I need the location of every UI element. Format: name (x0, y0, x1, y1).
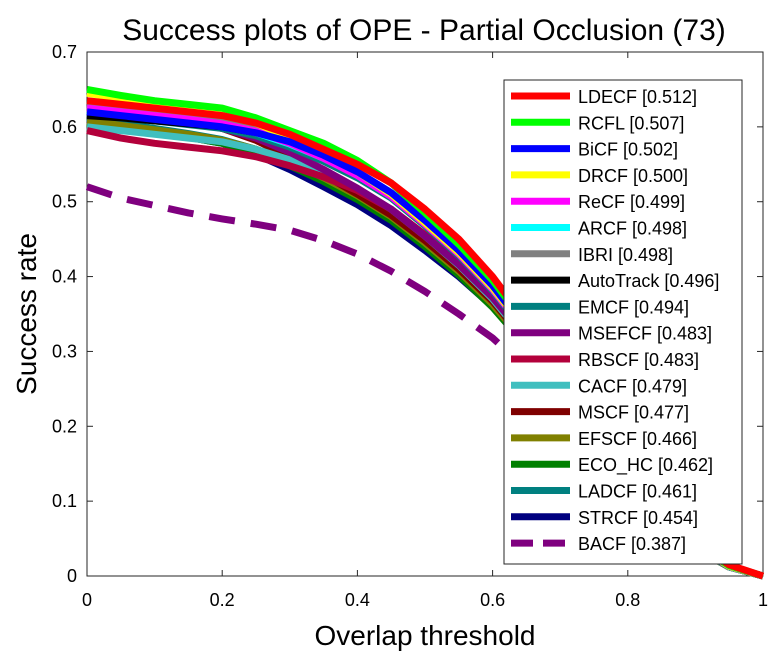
legend-label: IBRI [0.498] (578, 245, 673, 265)
legend-label: STRCF [0.454] (578, 508, 698, 528)
legend-label: DRCF [0.500] (578, 166, 688, 186)
legend-label: RCFL [0.507] (578, 113, 684, 133)
legend-label: RBSCF [0.483] (578, 350, 699, 370)
tick-labels: 0 0.2 0.4 0.6 0.8 1 0 0.1 0.2 0.3 0.4 0.5 0.6 0.7 (52, 42, 768, 610)
x-tick-label: 1 (758, 590, 768, 610)
legend-label: AutoTrack [0.496] (578, 271, 719, 291)
y-tick-label: 0.3 (52, 341, 77, 361)
legend-label: ReCF [0.499] (578, 192, 685, 212)
x-tick-label: 0 (82, 590, 92, 610)
x-tick-label: 0.4 (345, 590, 370, 610)
chart-title: Success plots of OPE - Partial Occlusion… (122, 14, 726, 47)
x-tick-label: 0.8 (615, 590, 640, 610)
legend-label: MSCF [0.477] (578, 403, 689, 423)
legend: LDECF [0.512] RCFL [0.507] BiCF [0.502] DRC… (503, 79, 743, 565)
y-tick-label: 0 (67, 566, 77, 586)
x-axis-label: Overlap threshold (314, 620, 535, 651)
legend-label: LDECF [0.512] (578, 87, 697, 107)
legend-label: ECO_HC [0.462] (578, 455, 713, 476)
legend-label: CACF [0.479] (578, 376, 687, 396)
legend-box (503, 79, 743, 565)
y-tick-label: 0.6 (52, 117, 77, 137)
y-tick-label: 0.2 (52, 416, 77, 436)
legend-label: LADCF [0.461] (578, 482, 697, 502)
x-tick-label: 0.6 (480, 590, 505, 610)
legend-label: ARCF [0.498] (578, 219, 687, 239)
y-tick-label: 0.5 (52, 192, 77, 212)
y-tick-label: 0.1 (52, 491, 77, 511)
legend-label: BiCF [0.502] (578, 140, 678, 160)
legend-label: MSEFCF [0.483] (578, 324, 712, 344)
x-tick-label: 0.2 (210, 590, 235, 610)
y-tick-label: 0.4 (52, 267, 77, 287)
y-tick-label: 0.7 (52, 42, 77, 62)
legend-label: BACF [0.387] (578, 534, 686, 554)
legend-label: EFSCF [0.466] (578, 429, 697, 449)
legend-label: EMCF [0.494] (578, 297, 689, 317)
y-axis-label: Success rate (11, 233, 42, 395)
